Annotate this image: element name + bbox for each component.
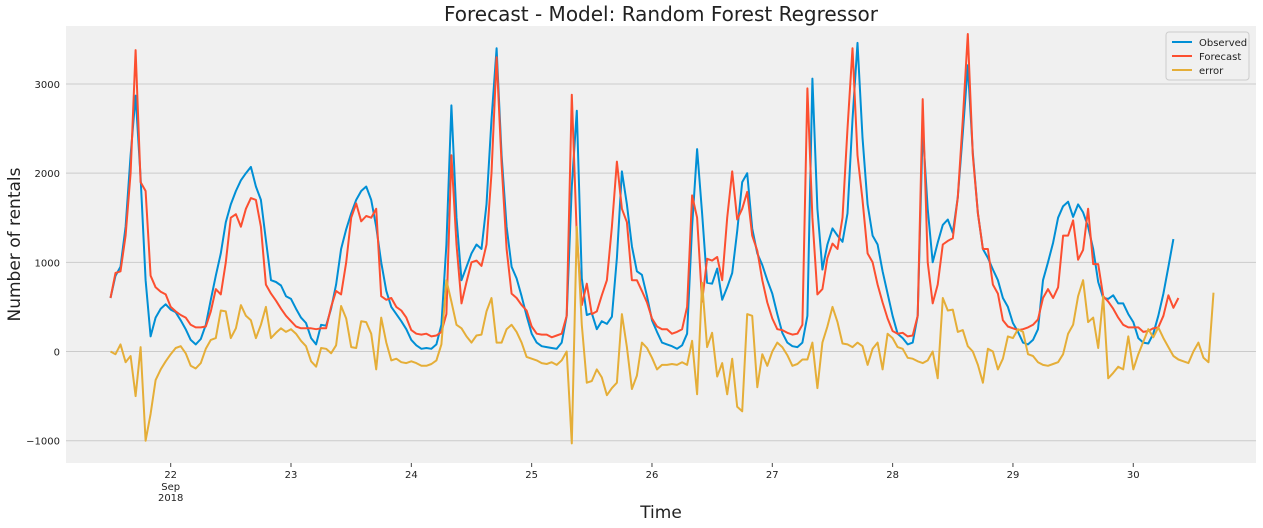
legend-label: Forecast xyxy=(1199,52,1241,63)
legend-box xyxy=(1165,31,1250,81)
y-tick-label: 3000 xyxy=(35,80,60,91)
y-tick-label: 1000 xyxy=(35,258,60,269)
x-tick-label: 22 xyxy=(164,470,177,481)
series-line-error xyxy=(110,225,1215,445)
chart-title: Forecast - Model: Random Forest Regresso… xyxy=(444,2,879,26)
x-tick-label: 23 xyxy=(285,470,298,481)
x-tick-label: 27 xyxy=(766,470,779,481)
series-line-forecast xyxy=(109,33,1180,339)
x-tick-label: 30 xyxy=(1127,470,1140,481)
x-tick-sublabel: 2018 xyxy=(158,493,183,504)
x-tick-label: 24 xyxy=(405,470,418,481)
series-line-observed xyxy=(109,41,1175,350)
y-tick-label: 0 xyxy=(54,348,60,359)
x-axis-label: Time xyxy=(639,503,682,523)
y-tick-label: −1000 xyxy=(26,437,60,448)
y-tick-label: 2000 xyxy=(35,169,60,180)
x-tick-label: 25 xyxy=(525,470,538,481)
y-ticks: −1000 0 1000 2000 3000 xyxy=(26,80,60,448)
x-tick-sublabel: Sep xyxy=(161,482,180,493)
x-tick-label: 28 xyxy=(886,470,899,481)
x-tick-label: 26 xyxy=(646,470,659,481)
legend-label: Observed xyxy=(1199,38,1247,49)
plot-background xyxy=(66,26,1256,463)
series-lines xyxy=(109,33,1215,445)
x-tick-label: 29 xyxy=(1007,470,1020,481)
legend-label: error xyxy=(1199,66,1224,77)
y-axis-label: Number of rentals xyxy=(5,167,25,321)
legend: Observed Forecast error xyxy=(1165,31,1250,81)
